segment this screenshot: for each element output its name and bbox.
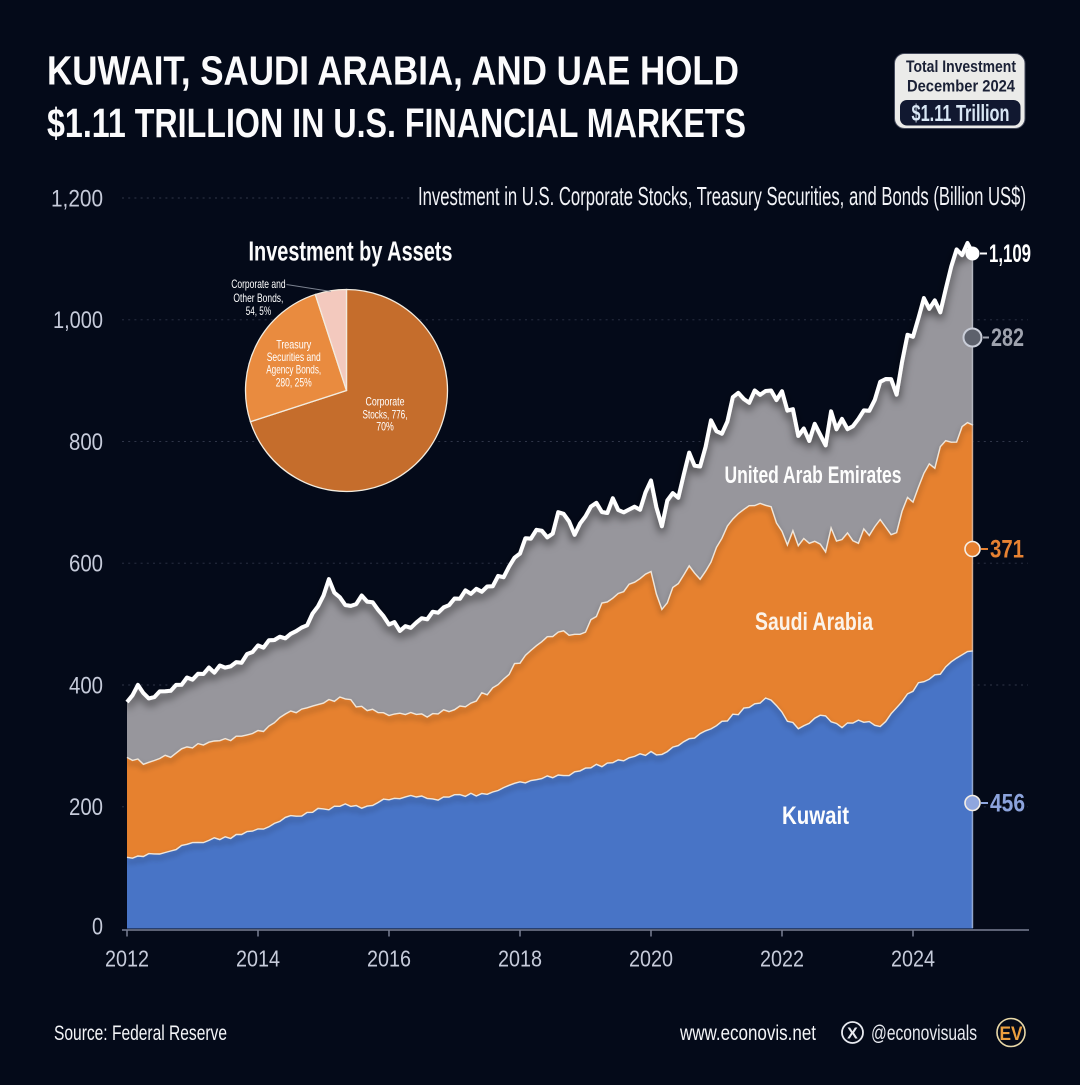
svg-text:2022: 2022 bbox=[760, 946, 804, 972]
svg-text:Saudi Arabia: Saudi Arabia bbox=[755, 608, 874, 636]
svg-text:Corporate and: Corporate and bbox=[231, 277, 285, 291]
svg-text:December 2024: December 2024 bbox=[907, 78, 1016, 96]
svg-text:400: 400 bbox=[69, 672, 103, 699]
svg-text:280, 25%: 280, 25% bbox=[276, 375, 312, 389]
svg-text:282: 282 bbox=[991, 324, 1024, 352]
svg-text:Corporate: Corporate bbox=[366, 395, 405, 409]
svg-text:1,000: 1,000 bbox=[53, 307, 103, 334]
svg-text:54, 5%: 54, 5% bbox=[246, 304, 272, 318]
svg-text:2024: 2024 bbox=[891, 946, 935, 972]
svg-text:Treasury: Treasury bbox=[276, 338, 311, 352]
svg-text:Agency Bonds,: Agency Bonds, bbox=[266, 363, 321, 377]
svg-text:Kuwait: Kuwait bbox=[782, 802, 850, 830]
svg-text:Total Investment: Total Investment bbox=[906, 58, 1016, 76]
svg-text:2014: 2014 bbox=[236, 946, 280, 972]
svg-text:1,109: 1,109 bbox=[989, 240, 1031, 268]
svg-text:KUWAIT, SAUDI ARABIA, AND UAE: KUWAIT, SAUDI ARABIA, AND UAE HOLD bbox=[47, 48, 739, 94]
svg-text:0: 0 bbox=[92, 914, 103, 941]
svg-text:Source: Federal Reserve: Source: Federal Reserve bbox=[54, 1022, 227, 1045]
svg-text:371: 371 bbox=[990, 536, 1024, 564]
svg-text:@econovisuals: @econovisuals bbox=[871, 1022, 977, 1045]
svg-text:800: 800 bbox=[69, 429, 103, 456]
svg-text:200: 200 bbox=[69, 794, 103, 821]
svg-text:1,200: 1,200 bbox=[51, 185, 103, 212]
svg-text:Stocks, 776,: Stocks, 776, bbox=[363, 407, 408, 421]
svg-text:2018: 2018 bbox=[498, 946, 542, 972]
svg-text:X: X bbox=[847, 1026, 858, 1043]
svg-text:2012: 2012 bbox=[105, 946, 149, 972]
svg-text:2020: 2020 bbox=[629, 946, 673, 972]
svg-text:70%: 70% bbox=[376, 420, 394, 434]
svg-text:2016: 2016 bbox=[367, 946, 411, 972]
svg-text:$1.11 TRILLION IN U.S. FINANCI: $1.11 TRILLION IN U.S. FINANCIAL MARKETS bbox=[47, 100, 746, 146]
svg-text:600: 600 bbox=[69, 551, 103, 578]
svg-text:www.econovis.net: www.econovis.net bbox=[679, 1022, 816, 1045]
svg-text:Investment in U.S. Corporate S: Investment in U.S. Corporate Stocks, Tre… bbox=[418, 181, 1026, 211]
svg-text:Securities and: Securities and bbox=[267, 350, 321, 364]
svg-text:EV: EV bbox=[1000, 1024, 1023, 1045]
svg-text:United Arab Emirates: United Arab Emirates bbox=[725, 462, 902, 489]
svg-text:Investment by Assets: Investment by Assets bbox=[249, 236, 453, 267]
svg-text:456: 456 bbox=[990, 790, 1025, 818]
svg-text:Other Bonds,: Other Bonds, bbox=[233, 291, 283, 305]
svg-text:$1.11 Trillion: $1.11 Trillion bbox=[912, 100, 1010, 126]
